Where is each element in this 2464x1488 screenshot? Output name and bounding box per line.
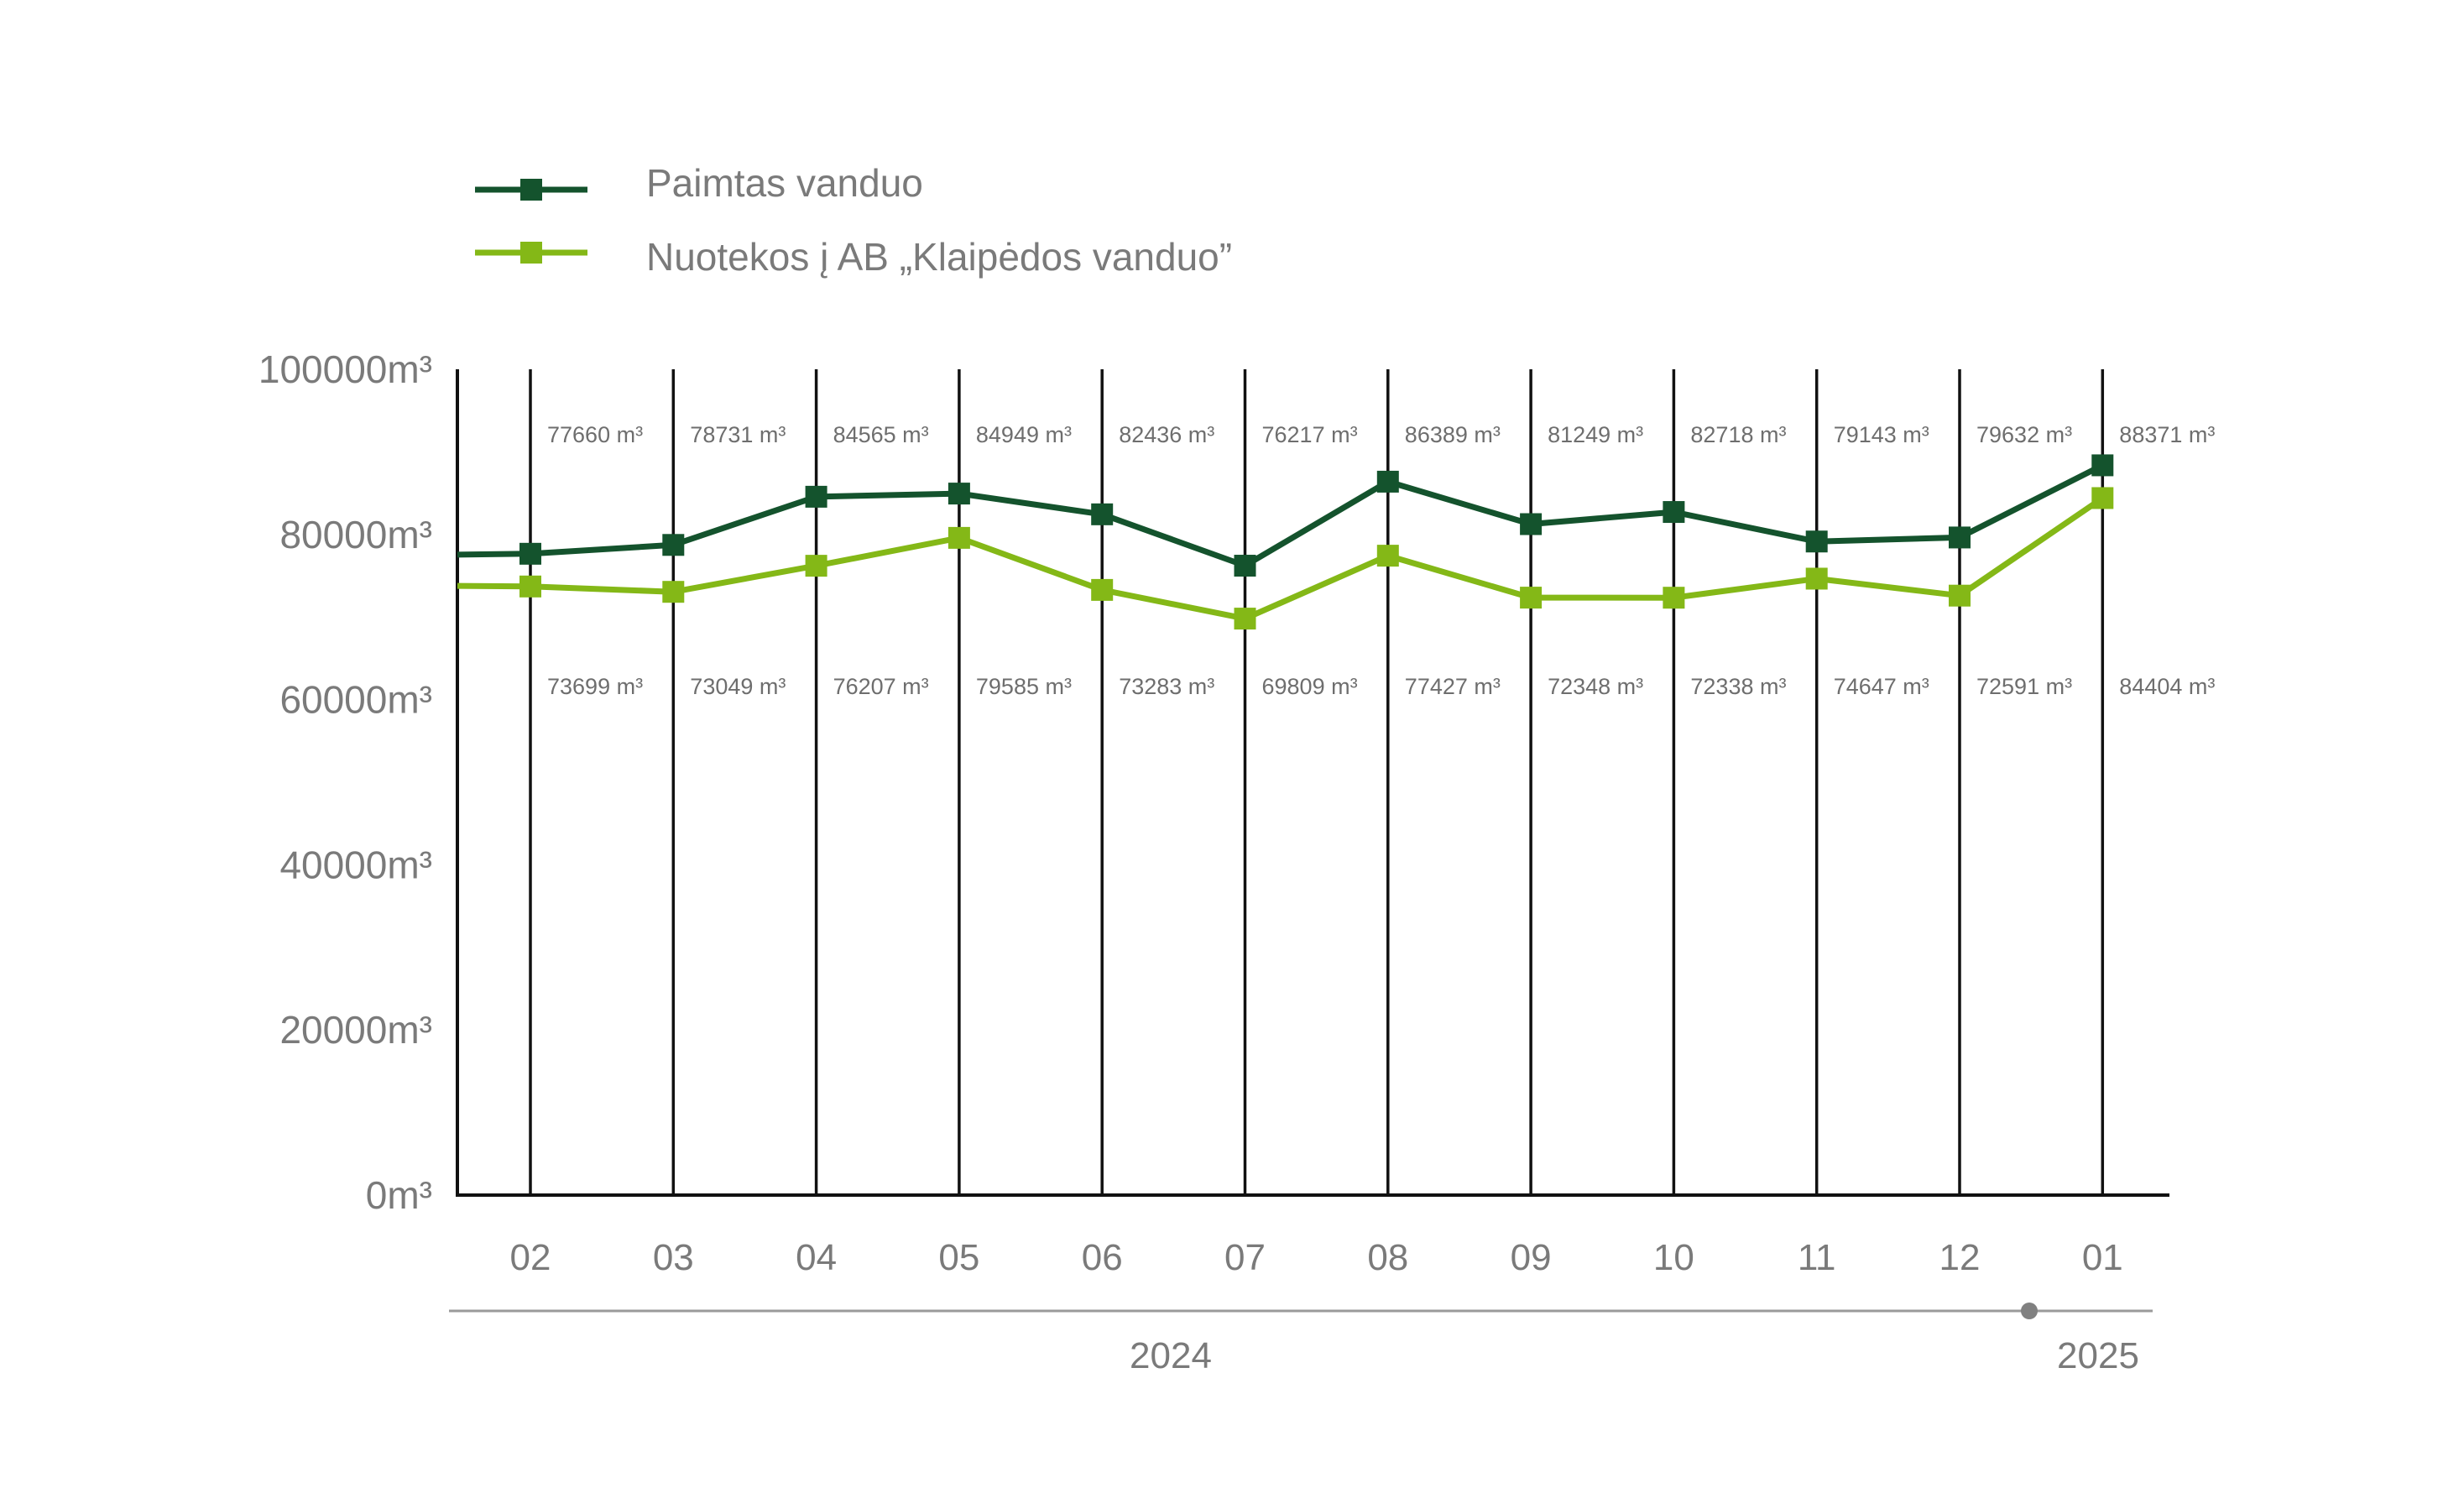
series-2-point-08 bbox=[1376, 545, 1399, 567]
legend-swatch-series-1-marker bbox=[520, 179, 542, 201]
series-2-point-03 bbox=[662, 581, 685, 603]
legend: Paimtas vanduo Nuotekos į AB „Klaipėdos … bbox=[475, 161, 1232, 279]
series-1-point-11 bbox=[1805, 530, 1828, 553]
x-tick-label-01: 01 bbox=[2082, 1237, 2123, 1278]
series-2-value-label-08: 77427 m³ bbox=[1405, 674, 1501, 699]
x-tick-label-07: 07 bbox=[1224, 1237, 1266, 1278]
series-2-value-label-05: 79585 m³ bbox=[976, 674, 1072, 699]
series-1-point-02 bbox=[519, 542, 541, 565]
y-axis-tick-labels: 0m³ 20000m³ 40000m³ 60000m³ 80000m³ 100000m³ bbox=[258, 347, 432, 1217]
x-tick-label-05: 05 bbox=[938, 1237, 979, 1278]
x-tick-label-09: 09 bbox=[1511, 1237, 1552, 1278]
series-1-line bbox=[457, 462, 2104, 569]
y-tick-label-40000: 40000m³ bbox=[279, 843, 432, 886]
series-1-value-label-03: 78731 m³ bbox=[690, 422, 786, 447]
x-tick-label-10: 10 bbox=[1653, 1237, 1694, 1278]
series-1-value-label-07: 76217 m³ bbox=[1262, 422, 1358, 447]
series-2-value-label-07: 69809 m³ bbox=[1262, 674, 1358, 699]
series-1-value-label-01: 88371 m³ bbox=[2119, 422, 2215, 447]
series-1-point-08 bbox=[1376, 470, 1399, 493]
legend-label-series-2: Nuotekos į AB „Klaipėdos vanduo” bbox=[646, 235, 1232, 279]
y-tick-label-0: 0m³ bbox=[366, 1173, 432, 1217]
series-1-value-label-11: 79143 m³ bbox=[1834, 422, 1929, 447]
value-labels: 77660 m³ 78731 m³ 84565 m³ 84949 m³ 82436 m³… bbox=[547, 422, 2215, 699]
series-1-point-04 bbox=[805, 485, 827, 508]
series-1-value-label-10: 82718 m³ bbox=[1690, 422, 1786, 447]
timeline-year-divider-dot bbox=[2021, 1303, 2038, 1319]
series-2-point-09 bbox=[1520, 587, 1543, 609]
series-1-value-label-12: 79632 m³ bbox=[1976, 422, 2072, 447]
series-2-point-05 bbox=[947, 526, 970, 549]
series-2-value-label-04: 76207 m³ bbox=[833, 674, 929, 699]
series-2-value-label-12: 72591 m³ bbox=[1976, 674, 2072, 699]
series-2-value-label-06: 73283 m³ bbox=[1119, 674, 1214, 699]
year-label-2024: 2024 bbox=[1130, 1335, 1212, 1376]
series-1-value-label-04: 84565 m³ bbox=[833, 422, 929, 447]
series-1-point-12 bbox=[1949, 526, 1971, 549]
legend-entry-series-1: Paimtas vanduo bbox=[475, 161, 923, 205]
series-2-point-06 bbox=[1091, 578, 1114, 601]
series-2-value-label-10: 72338 m³ bbox=[1690, 674, 1786, 699]
series-1-point-07 bbox=[1234, 555, 1256, 577]
x-tick-label-12: 12 bbox=[1939, 1237, 1981, 1278]
x-tick-label-03: 03 bbox=[653, 1237, 694, 1278]
series-1-value-label-08: 86389 m³ bbox=[1405, 422, 1501, 447]
series-1-value-label-09: 81249 m³ bbox=[1548, 422, 1643, 447]
legend-entry-series-2: Nuotekos į AB „Klaipėdos vanduo” bbox=[475, 235, 1232, 279]
series-2-value-label-03: 73049 m³ bbox=[690, 674, 786, 699]
series-2-value-label-09: 72348 m³ bbox=[1548, 674, 1643, 699]
series-2-point-12 bbox=[1949, 584, 1971, 607]
series-1-point-01 bbox=[2091, 454, 2114, 477]
series-2-point-10 bbox=[1663, 587, 1685, 609]
series-2-value-label-11: 74647 m³ bbox=[1834, 674, 1929, 699]
series-1-value-label-05: 84949 m³ bbox=[976, 422, 1072, 447]
series-2-value-label-01: 84404 m³ bbox=[2119, 674, 2215, 699]
series-1-point-03 bbox=[662, 534, 685, 556]
series-2-line bbox=[457, 495, 2105, 622]
x-tick-label-06: 06 bbox=[1082, 1237, 1123, 1278]
y-tick-label-80000: 80000m³ bbox=[279, 513, 432, 556]
vertical-gridlines bbox=[529, 369, 2105, 1195]
axes bbox=[456, 369, 2169, 1197]
x-axis-tick-labels: 02 03 04 05 06 07 08 09 10 11 12 01 bbox=[510, 1237, 2123, 1278]
series-2-point-11 bbox=[1805, 567, 1828, 590]
legend-swatch-series-2-marker bbox=[520, 242, 542, 264]
series-1-value-label-02: 77660 m³ bbox=[547, 422, 643, 447]
x-tick-label-02: 02 bbox=[510, 1237, 551, 1278]
series-2-value-label-02: 73699 m³ bbox=[547, 674, 643, 699]
year-timeline: 2024 2025 bbox=[449, 1303, 2153, 1376]
y-tick-label-60000: 60000m³ bbox=[279, 678, 432, 722]
series-lines bbox=[457, 462, 2105, 622]
series-markers bbox=[519, 454, 2114, 630]
series-2-point-02 bbox=[519, 575, 541, 598]
series-1-point-06 bbox=[1091, 503, 1114, 525]
series-2-point-01 bbox=[2091, 487, 2114, 509]
x-tick-label-11: 11 bbox=[1798, 1237, 1836, 1278]
series-2-point-04 bbox=[805, 555, 827, 577]
series-1-value-label-06: 82436 m³ bbox=[1119, 422, 1214, 447]
legend-label-series-1: Paimtas vanduo bbox=[646, 161, 923, 205]
series-1-point-09 bbox=[1520, 513, 1543, 535]
x-tick-label-04: 04 bbox=[796, 1237, 837, 1278]
series-1-point-10 bbox=[1663, 501, 1685, 524]
series-1-point-05 bbox=[947, 483, 970, 505]
y-tick-label-100000: 100000m³ bbox=[258, 347, 432, 391]
y-tick-label-20000: 20000m³ bbox=[279, 1008, 432, 1052]
x-tick-label-08: 08 bbox=[1367, 1237, 1408, 1278]
year-label-2025: 2025 bbox=[2057, 1335, 2139, 1376]
series-2-point-07 bbox=[1234, 608, 1256, 630]
